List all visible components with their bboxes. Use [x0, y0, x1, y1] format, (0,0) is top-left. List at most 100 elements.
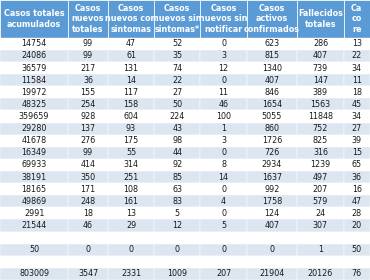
Bar — [297, 147, 344, 159]
Text: 1: 1 — [318, 245, 323, 254]
Bar — [297, 0, 344, 38]
Bar — [108, 195, 154, 207]
Text: 29: 29 — [126, 221, 136, 230]
Bar — [247, 0, 297, 38]
Text: 0: 0 — [175, 245, 180, 254]
Bar — [201, 183, 247, 195]
Text: 11: 11 — [219, 88, 229, 97]
Text: 61: 61 — [126, 52, 136, 60]
Bar — [297, 98, 344, 111]
Bar — [0, 147, 68, 159]
Bar — [154, 123, 201, 135]
Bar — [154, 62, 201, 74]
Text: 98: 98 — [172, 136, 182, 145]
Bar — [68, 232, 108, 244]
Bar — [201, 232, 247, 244]
Bar — [0, 98, 68, 111]
Text: 48325: 48325 — [21, 100, 47, 109]
Text: 14754: 14754 — [21, 39, 47, 48]
Text: 407: 407 — [313, 52, 328, 60]
Text: 752: 752 — [313, 124, 328, 133]
Bar — [0, 86, 68, 98]
Text: Casos
nuevos
totales: Casos nuevos totales — [72, 4, 104, 34]
Text: Casos
nuevos con
sintomas: Casos nuevos con sintomas — [105, 4, 157, 34]
Bar — [68, 123, 108, 135]
Bar — [108, 220, 154, 232]
Bar — [297, 268, 344, 280]
Text: 24: 24 — [315, 209, 326, 218]
Bar — [201, 244, 247, 256]
Bar — [68, 147, 108, 159]
Text: 18: 18 — [352, 88, 362, 97]
Bar — [68, 38, 108, 50]
Text: 99: 99 — [83, 39, 93, 48]
Text: 11848: 11848 — [308, 112, 333, 121]
Text: 43: 43 — [172, 124, 182, 133]
Bar — [68, 0, 108, 38]
Bar — [201, 268, 247, 280]
Text: 65: 65 — [352, 160, 362, 169]
Bar — [247, 159, 297, 171]
Bar — [108, 50, 154, 62]
Bar — [344, 74, 370, 86]
Text: 47: 47 — [352, 197, 362, 206]
Text: 2991: 2991 — [24, 209, 44, 218]
Text: 1654: 1654 — [262, 100, 282, 109]
Text: 579: 579 — [313, 197, 328, 206]
Bar — [297, 244, 344, 256]
Text: 85: 85 — [172, 172, 182, 181]
Text: 147: 147 — [313, 76, 328, 85]
Text: 11: 11 — [352, 76, 362, 85]
Bar — [344, 232, 370, 244]
Text: 175: 175 — [124, 136, 139, 145]
Text: 224: 224 — [170, 112, 185, 121]
Bar — [154, 171, 201, 183]
Bar — [0, 256, 68, 268]
Bar — [201, 0, 247, 38]
Bar — [201, 135, 247, 147]
Text: 3547: 3547 — [78, 269, 98, 278]
Bar — [344, 98, 370, 111]
Bar — [247, 123, 297, 135]
Text: 1563: 1563 — [310, 100, 330, 109]
Bar — [247, 74, 297, 86]
Text: 248: 248 — [81, 197, 96, 206]
Bar — [297, 232, 344, 244]
Text: Casos
nuevos sin
notificar: Casos nuevos sin notificar — [199, 4, 248, 34]
Text: 0: 0 — [221, 185, 226, 194]
Text: 992: 992 — [264, 185, 280, 194]
Bar — [108, 74, 154, 86]
Text: 52: 52 — [172, 39, 182, 48]
Text: 407: 407 — [265, 221, 280, 230]
Text: 389: 389 — [313, 88, 328, 97]
Text: 38191: 38191 — [21, 172, 47, 181]
Bar — [154, 0, 201, 38]
Bar — [154, 220, 201, 232]
Bar — [201, 171, 247, 183]
Bar — [297, 123, 344, 135]
Bar — [108, 86, 154, 98]
Text: 350: 350 — [81, 172, 96, 181]
Bar — [154, 50, 201, 62]
Bar — [247, 98, 297, 111]
Bar — [201, 207, 247, 220]
Bar — [344, 220, 370, 232]
Bar — [344, 110, 370, 123]
Text: 24086: 24086 — [21, 52, 47, 60]
Text: 93: 93 — [126, 124, 136, 133]
Text: 34: 34 — [352, 64, 362, 73]
Text: 131: 131 — [124, 64, 138, 73]
Bar — [108, 159, 154, 171]
Text: 414: 414 — [81, 160, 95, 169]
Bar — [68, 220, 108, 232]
Text: 251: 251 — [124, 172, 139, 181]
Bar — [297, 135, 344, 147]
Text: 36579: 36579 — [21, 64, 47, 73]
Bar — [344, 268, 370, 280]
Text: 108: 108 — [124, 185, 138, 194]
Text: 0: 0 — [221, 76, 226, 85]
Bar — [0, 195, 68, 207]
Bar — [201, 74, 247, 86]
Text: 155: 155 — [80, 88, 96, 97]
Bar — [297, 38, 344, 50]
